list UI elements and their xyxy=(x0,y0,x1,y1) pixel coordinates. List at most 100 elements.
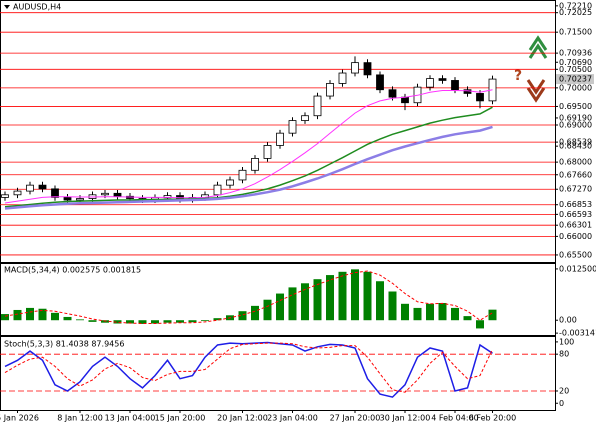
candle-body xyxy=(476,93,484,102)
macd-bar xyxy=(488,309,497,321)
candle-body xyxy=(113,192,122,197)
x-tick-label: 20 Jan 12:00 xyxy=(217,414,268,423)
moving-average xyxy=(4,89,493,204)
macd-bar xyxy=(138,320,147,324)
stoch-title: Stoch(5,3,3) 81.4038 87.9456 xyxy=(4,340,124,349)
candle-body xyxy=(438,78,447,81)
macd-bar xyxy=(326,275,334,321)
y-tick-label: 0.65500 xyxy=(559,250,592,259)
y-tick-label: 0.66593 xyxy=(559,210,592,219)
candle-body xyxy=(13,190,22,196)
candle-body xyxy=(276,132,284,146)
macd-bar xyxy=(288,287,297,321)
macd-bar xyxy=(426,303,434,321)
y-tick-label: 0.68000 xyxy=(559,158,592,167)
candle-body xyxy=(26,184,34,192)
macd-bar xyxy=(51,312,59,321)
candle-body xyxy=(63,196,72,201)
price-panel xyxy=(0,0,556,263)
y-tick-label: 80 xyxy=(559,350,569,359)
macd-bar xyxy=(163,320,172,323)
candle-body xyxy=(313,95,322,117)
moving-average xyxy=(4,106,493,208)
macd-bar xyxy=(76,319,84,321)
y-tick-label: 0.70000 xyxy=(559,83,592,92)
macd-bar xyxy=(476,320,484,329)
candle-body xyxy=(38,184,47,190)
macd-bar xyxy=(413,307,422,321)
y-tick-label: 0.72025 xyxy=(559,8,592,17)
y-tick-label: 0.70690 xyxy=(559,58,592,67)
y-tick-label: 0.67270 xyxy=(559,185,592,194)
candle-body xyxy=(251,158,259,171)
macd-bar xyxy=(26,307,34,321)
macd-bar xyxy=(438,302,447,321)
macd-bar xyxy=(176,320,184,323)
macd-bar xyxy=(251,305,259,321)
signal-line xyxy=(4,270,493,324)
candle-body xyxy=(388,89,397,98)
candle-body xyxy=(351,62,359,74)
macd-bar xyxy=(276,293,284,321)
candle-body xyxy=(76,198,84,201)
menu-triangle xyxy=(4,5,10,9)
y-tick-label: 0.66853 xyxy=(559,200,592,209)
macd-bar xyxy=(451,307,459,321)
y-tick-label: 0.70936 xyxy=(559,49,592,58)
y-tick-label: 100 xyxy=(559,337,574,346)
candle-body xyxy=(376,74,384,91)
macd-bar xyxy=(238,311,247,321)
y-tick-label: 0.67660 xyxy=(559,170,592,179)
macd-bar xyxy=(388,291,397,321)
x-tick-label: 30 Jan 12:00 xyxy=(380,414,431,423)
down-arrow xyxy=(526,79,546,95)
macd-bar xyxy=(88,320,97,322)
stoch-line xyxy=(4,341,493,398)
macd-bar xyxy=(313,279,322,321)
question-mark: ? xyxy=(514,68,522,84)
up-arrow xyxy=(528,35,548,51)
macd-bar xyxy=(213,318,222,321)
candle-body xyxy=(288,120,297,134)
stoch-panel xyxy=(0,336,556,411)
y-tick-label: 0.012500 xyxy=(559,264,596,273)
macd-bar xyxy=(201,320,209,322)
x-tick-label: 13 Jan 04:00 xyxy=(105,414,156,423)
y-tick-label: 0.68539 xyxy=(559,138,592,147)
moving-average xyxy=(4,125,493,210)
x-tick-label: 6 Feb 20:00 xyxy=(469,414,516,423)
macd-bar xyxy=(401,303,409,321)
y-tick-label: 0.66000 xyxy=(559,232,592,241)
candle-body xyxy=(301,115,309,121)
current-price-box xyxy=(556,74,594,85)
candle-body xyxy=(101,192,109,196)
x-tick-label: 4 Feb 04:00 xyxy=(431,414,478,423)
y-tick-label: 0.70237 xyxy=(559,75,592,84)
y-tick-label: 0.69500 xyxy=(559,102,592,111)
candle-body xyxy=(51,188,59,198)
candle-body xyxy=(326,83,334,97)
chart-title: AUDUSD,H4 xyxy=(13,3,61,12)
x-tick-label: 8 Jan 12:00 xyxy=(57,414,103,423)
macd-bar xyxy=(13,309,22,321)
macd-panel xyxy=(0,263,556,336)
candle-body xyxy=(451,80,459,91)
y-tick-label: 0.70500 xyxy=(559,65,592,74)
candle-body xyxy=(213,184,222,196)
y-tick-label: 0.00 xyxy=(559,316,577,325)
candle-body xyxy=(1,194,9,198)
macd-title: MACD(5,34,4) 0.002575 0.001815 xyxy=(4,266,141,275)
down-arrow xyxy=(526,87,546,103)
y-tick-label: 0.68430 xyxy=(559,142,592,151)
y-tick-label: 0.71500 xyxy=(559,28,592,37)
macd-bar xyxy=(463,316,472,321)
macd-bar xyxy=(363,271,372,321)
macd-bar xyxy=(188,320,197,323)
macd-bar xyxy=(63,316,72,321)
signal-icons: ? xyxy=(514,35,548,103)
y-tick-label: 0.69000 xyxy=(559,121,592,130)
candle-body xyxy=(226,179,234,186)
y-tick-label: 0.69190 xyxy=(559,113,592,122)
candle-body xyxy=(338,72,347,84)
y-tick-label: 0 xyxy=(559,399,564,408)
